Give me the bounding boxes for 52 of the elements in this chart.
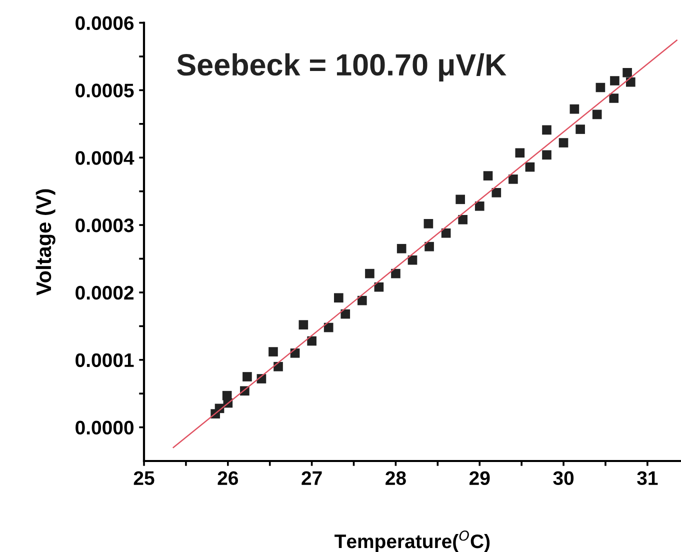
annotation: Seebeck = 100.70 μV/K [177, 53, 506, 82]
y-tick-label: 0.0000 [76, 420, 134, 435]
point [307, 336, 316, 346]
y-tick-label: 0.0004 [76, 151, 134, 165]
x-tick-label: 31 [637, 471, 658, 486]
point [515, 148, 525, 158]
point [340, 309, 350, 319]
point [576, 124, 585, 134]
x-tick-label: 28 [386, 471, 406, 486]
point [424, 219, 434, 228]
point [222, 390, 232, 400]
point [483, 171, 493, 180]
x-tick-label: 27 [302, 471, 322, 485]
point [441, 228, 451, 238]
point [622, 68, 632, 78]
point [268, 347, 278, 356]
y-tick-label: 0.0005 [76, 84, 134, 98]
point [274, 362, 283, 372]
point [610, 76, 620, 86]
y-axis-title: Voltage (V) [36, 189, 56, 296]
point [492, 188, 502, 198]
point [391, 268, 400, 278]
point [458, 214, 468, 224]
y-tick-label: 0.0001 [76, 353, 134, 368]
point [609, 94, 619, 103]
point [424, 242, 434, 252]
point [626, 77, 636, 87]
x-axis-title: Temperature($^{O}$C) [334, 530, 490, 552]
y-tick-label: 0.0002 [76, 286, 134, 300]
point [558, 138, 568, 148]
point [525, 162, 535, 172]
y-tick-label: 0.0003 [76, 218, 134, 232]
point [298, 320, 308, 330]
y-tick-label: 0.0006 [76, 16, 134, 30]
point [596, 82, 606, 92]
point [542, 125, 552, 135]
point [508, 174, 518, 184]
point [474, 201, 484, 211]
point [358, 296, 367, 306]
point [542, 150, 552, 160]
x-tick-label: 29 [469, 471, 490, 486]
point [570, 104, 580, 114]
x-tick-label: 25 [134, 471, 154, 486]
x-tick-label: 26 [218, 471, 238, 486]
point [324, 322, 334, 332]
point [242, 372, 252, 382]
point [334, 293, 344, 302]
point [365, 268, 374, 278]
point [456, 194, 465, 204]
point [396, 244, 406, 254]
point [592, 110, 602, 120]
x-tick-label: 30 [553, 471, 574, 486]
